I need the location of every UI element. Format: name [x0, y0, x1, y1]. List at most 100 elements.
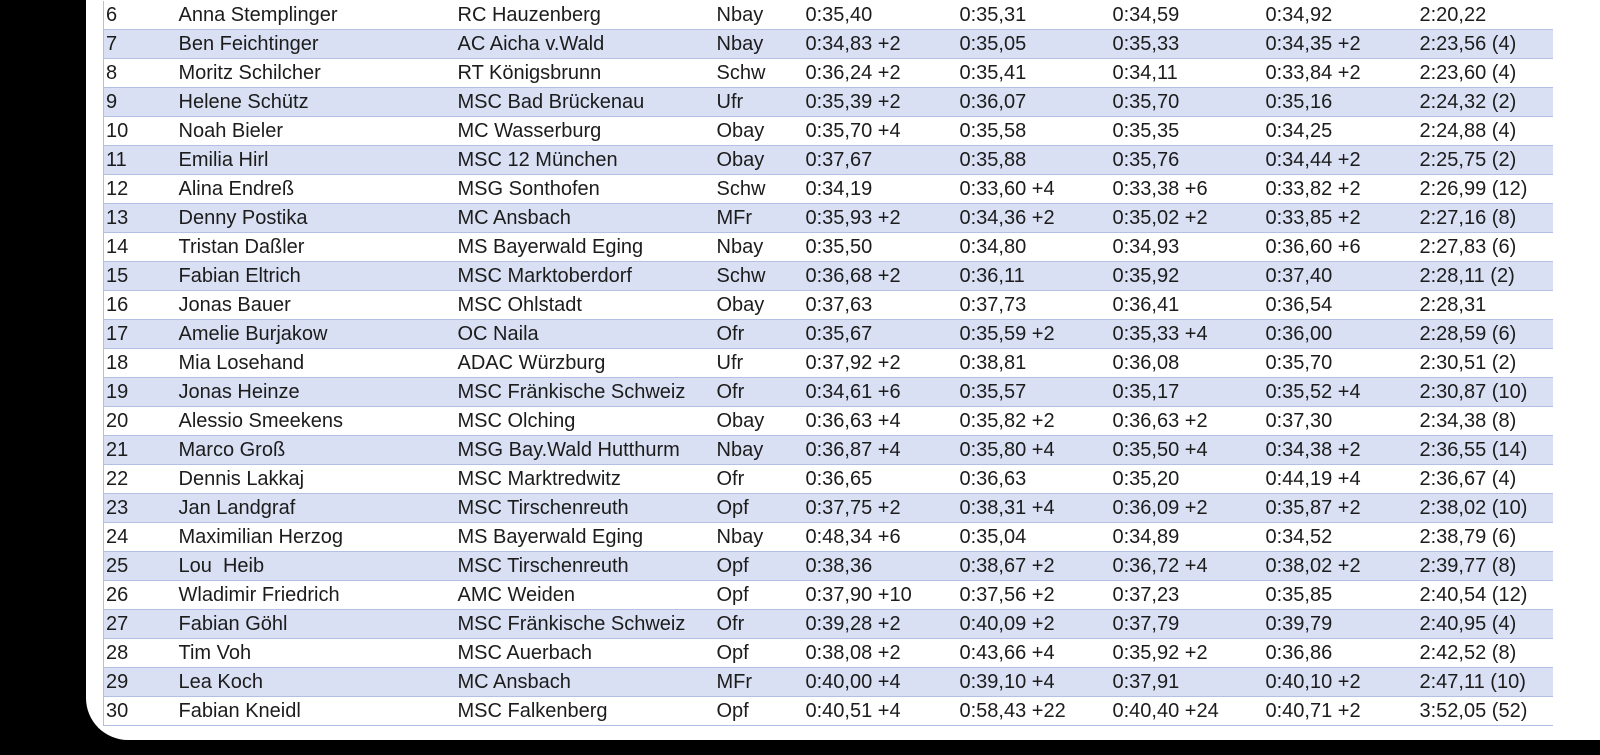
rank: 20 [103, 406, 177, 436]
run-3: 0:35,33 [1110, 29, 1264, 59]
rank: 10 [103, 116, 177, 146]
total-time: 2:25,75 (2) [1417, 145, 1553, 175]
result-row: 25 Lou Heib MSC Tirschenreuth Opf 0:38,36 0:3… [103, 551, 1553, 581]
club: MSG Sonthofen [455, 174, 715, 204]
club: OC Naila [455, 319, 715, 349]
result-row: 21 Marco Groß MSG Bay.Wald Hutthurm Nbay 0:3… [103, 435, 1553, 465]
region: Obay [714, 116, 804, 146]
total-time: 3:52,05 (52) [1417, 696, 1553, 726]
region: Opf [714, 696, 804, 726]
run-4: 0:35,85 [1263, 580, 1418, 610]
rank: 22 [103, 464, 177, 494]
run-2: 0:35,88 [957, 145, 1111, 175]
result-row: 7 Ben Feichtinger AC Aicha v.Wald Nbay 0:34,… [103, 29, 1553, 59]
run-3: 0:35,92 [1110, 261, 1264, 291]
rank: 27 [103, 609, 177, 639]
total-time: 2:38,79 (6) [1417, 522, 1553, 552]
total-time: 2:24,88 (4) [1417, 116, 1553, 146]
rank: 29 [103, 667, 177, 697]
run-3: 0:34,89 [1110, 522, 1264, 552]
region: Nbay [714, 1, 804, 30]
rank: 23 [103, 493, 177, 523]
run-3: 0:36,08 [1110, 348, 1264, 378]
result-row: 11 Emilia Hirl MSC 12 München Obay 0:37,67 0:… [103, 145, 1553, 175]
total-time: 2:40,95 (4) [1417, 609, 1553, 639]
rank: 6 [103, 1, 177, 30]
run-2: 0:34,80 [957, 232, 1111, 262]
rank: 8 [103, 58, 177, 88]
region: MFr [714, 203, 804, 233]
club: MSC Bad Brückenau [455, 87, 715, 117]
total-time: 2:38,02 (10) [1417, 493, 1553, 523]
total-time: 2:23,60 (4) [1417, 58, 1553, 88]
region: Obay [714, 290, 804, 320]
run-4: 0:35,52 +4 [1263, 377, 1418, 407]
club: MSG Bay.Wald Hutthurm [455, 435, 715, 465]
run-3: 0:36,09 +2 [1110, 493, 1264, 523]
result-row: 24 Maximilian Herzog MS Bayerwald Eging Nba… [103, 522, 1553, 552]
driver-name: Anna Stemplinger [176, 1, 456, 30]
total-time: 2:28,59 (6) [1417, 319, 1553, 349]
run-2: 0:35,04 [957, 522, 1111, 552]
driver-name: Alessio Smeekens [176, 406, 456, 436]
run-1: 0:35,93 +2 [803, 203, 958, 233]
rank: 16 [103, 290, 177, 320]
driver-name: Marco Groß [176, 435, 456, 465]
run-2: 0:43,66 +4 [957, 638, 1111, 668]
total-time: 2:39,77 (8) [1417, 551, 1553, 581]
run-3: 0:35,92 +2 [1110, 638, 1264, 668]
region: Obay [714, 406, 804, 436]
total-time: 2:28,31 [1417, 290, 1553, 320]
run-3: 0:34,11 [1110, 58, 1264, 88]
run-1: 0:36,63 +4 [803, 406, 958, 436]
run-2: 0:35,59 +2 [957, 319, 1111, 349]
result-row: 12 Alina Endreß MSG Sonthofen Schw 0:34,19 0:… [103, 174, 1553, 204]
run-3: 0:35,17 [1110, 377, 1264, 407]
run-3: 0:34,59 [1110, 1, 1264, 30]
rank: 19 [103, 377, 177, 407]
run-1: 0:35,40 [803, 1, 958, 30]
result-row: 6 Anna Stemplinger RC Hauzenberg Nbay 0:35,4… [103, 1, 1553, 30]
club: RC Hauzenberg [455, 1, 715, 30]
club: MS Bayerwald Eging [455, 232, 715, 262]
driver-name: Tim Voh [176, 638, 456, 668]
region: Nbay [714, 29, 804, 59]
run-3: 0:36,41 [1110, 290, 1264, 320]
run-4: 0:33,84 +2 [1263, 58, 1418, 88]
run-2: 0:38,81 [957, 348, 1111, 378]
total-time: 2:34,38 (8) [1417, 406, 1553, 436]
region: Nbay [714, 522, 804, 552]
region: Opf [714, 580, 804, 610]
run-4: 0:39,79 [1263, 609, 1418, 639]
run-1: 0:37,75 +2 [803, 493, 958, 523]
total-time: 2:28,11 (2) [1417, 261, 1553, 291]
total-time: 2:47,11 (10) [1417, 667, 1553, 697]
run-3: 0:34,93 [1110, 232, 1264, 262]
region: MFr [714, 667, 804, 697]
result-row: 9 Helene Schütz MSC Bad Brückenau Ufr 0:35,3… [103, 87, 1553, 117]
total-time: 2:42,52 (8) [1417, 638, 1553, 668]
run-4: 0:35,16 [1263, 87, 1418, 117]
run-2: 0:36,11 [957, 261, 1111, 291]
result-row: 20 Alessio Smeekens MSC Olching Obay 0:36,63… [103, 406, 1553, 436]
run-2: 0:35,31 [957, 1, 1111, 30]
result-row: 27 Fabian Göhl MSC Fränkische Schweiz Ofr 0:… [103, 609, 1553, 639]
run-4: 0:34,38 +2 [1263, 435, 1418, 465]
run-4: 0:36,54 [1263, 290, 1418, 320]
run-3: 0:40,40 +24 [1110, 696, 1264, 726]
run-3: 0:37,79 [1110, 609, 1264, 639]
result-row: 8 Moritz Schilcher RT Königsbrunn Schw 0:36,… [103, 58, 1553, 88]
run-4: 0:36,00 [1263, 319, 1418, 349]
result-row: 13 Denny Postika MC Ansbach MFr 0:35,93 +2 0:… [103, 203, 1553, 233]
run-4: 0:35,87 +2 [1263, 493, 1418, 523]
region: Opf [714, 551, 804, 581]
region: Ofr [714, 609, 804, 639]
results-table: 6 Anna Stemplinger RC Hauzenberg Nbay 0:35,4… [103, 1, 1553, 726]
run-2: 0:35,05 [957, 29, 1111, 59]
rank: 30 [103, 696, 177, 726]
result-row: 29 Lea Koch MC Ansbach MFr 0:40,00 +4 0:39,10… [103, 667, 1553, 697]
club: MSC Auerbach [455, 638, 715, 668]
rank: 14 [103, 232, 177, 262]
driver-name: Alina Endreß [176, 174, 456, 204]
driver-name: Amelie Burjakow [176, 319, 456, 349]
